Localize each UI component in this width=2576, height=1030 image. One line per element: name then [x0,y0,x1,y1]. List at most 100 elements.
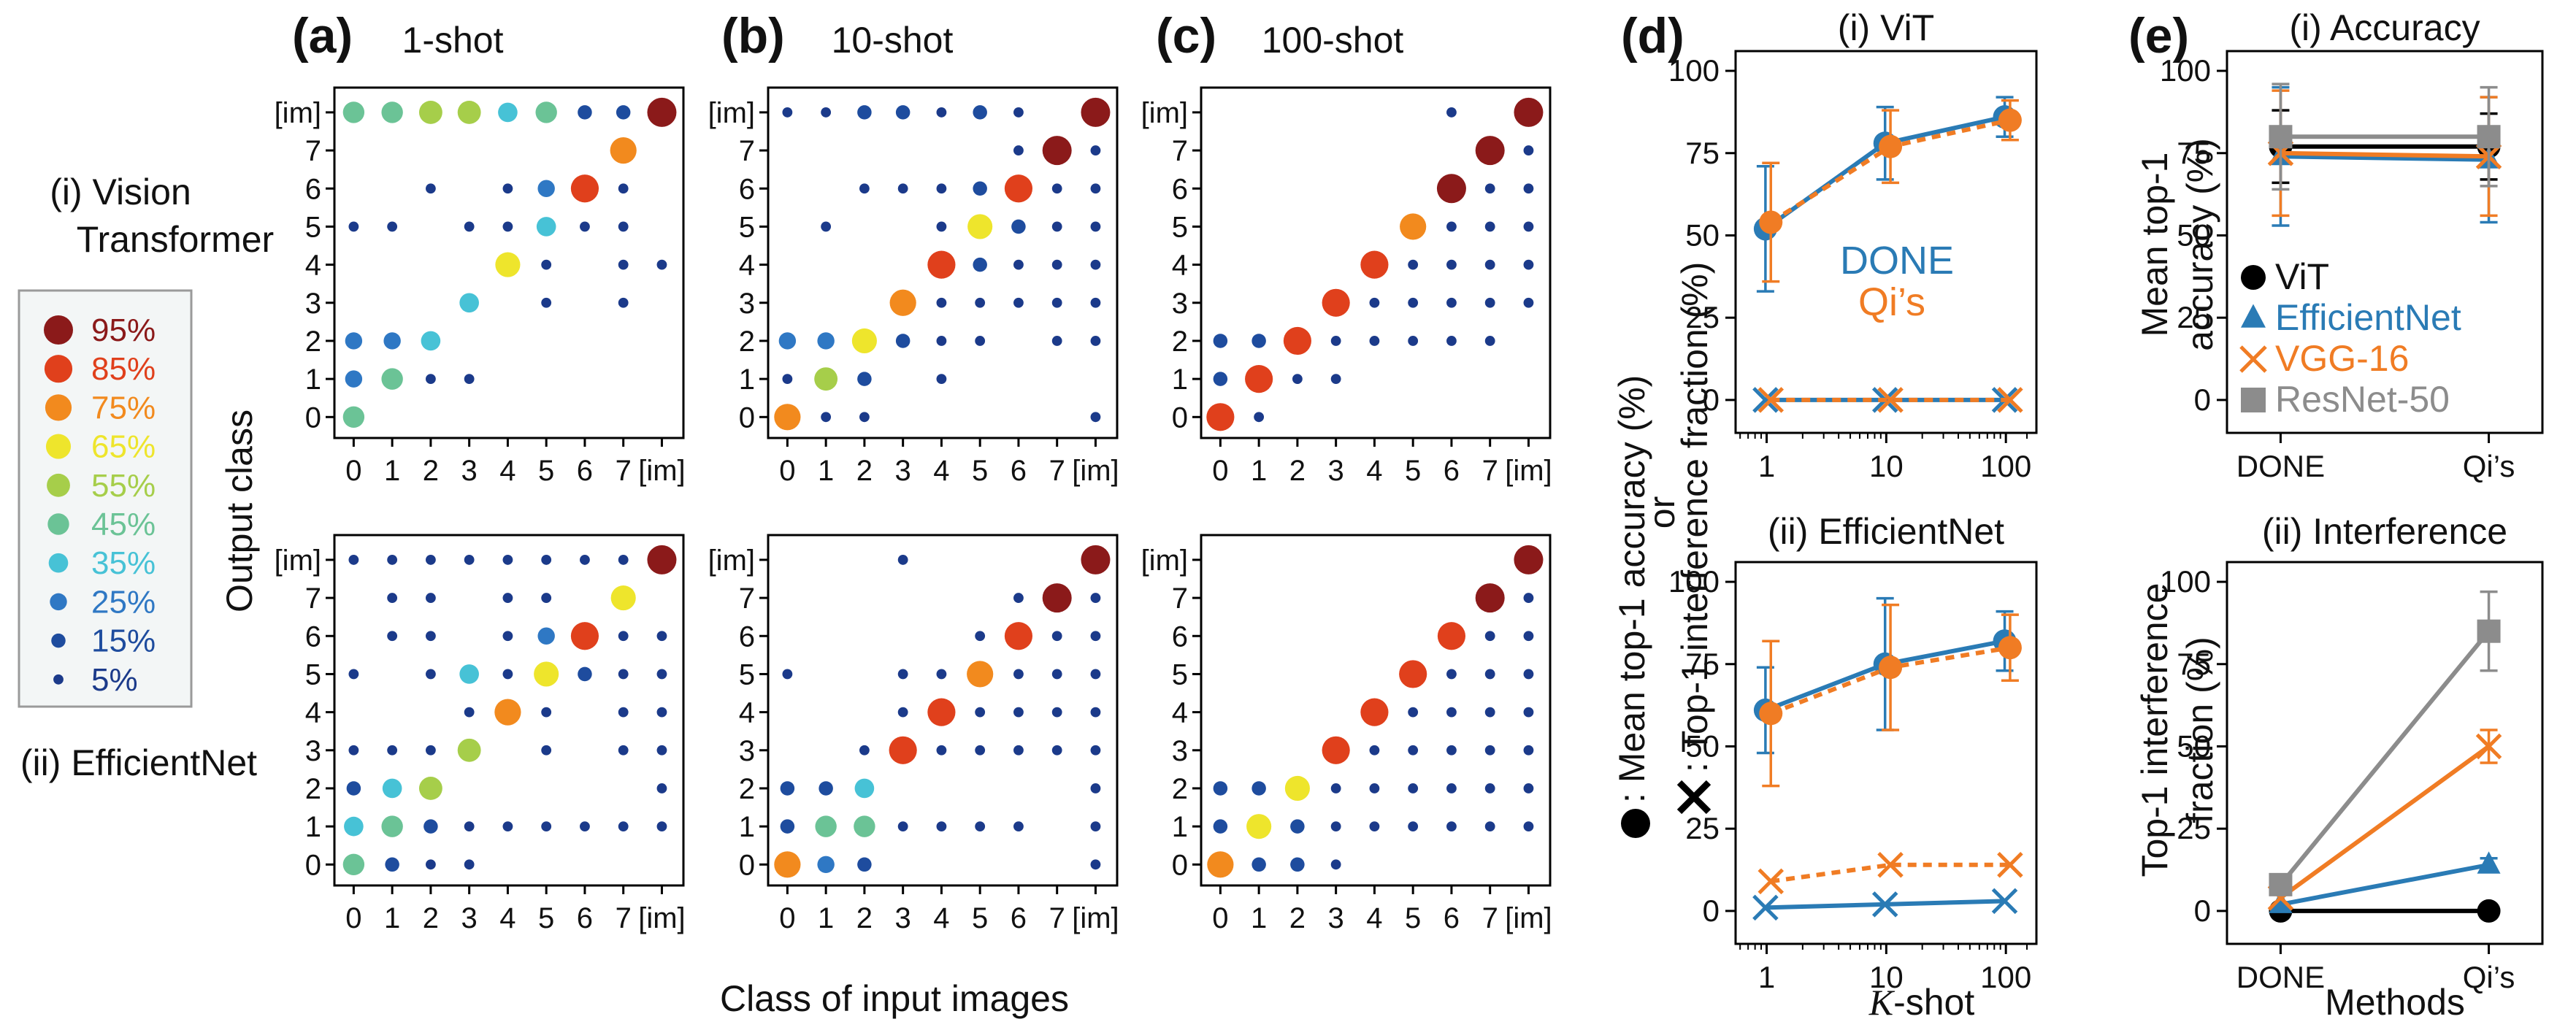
y-tick-label: 7 [305,135,321,167]
series-vit [2269,899,2501,923]
x-tick-label: 7 [616,455,632,487]
bubble-point [897,669,908,680]
bubble-point [817,856,835,874]
panel-c-label: (c) [1156,8,1216,64]
y-tick-label: 6 [1172,173,1188,205]
bubble-point [1484,669,1495,680]
bubble-point [889,289,916,316]
bubble-point [381,815,403,837]
x-tick-label: 3 [1328,902,1344,934]
d-xlabel-shot: -shot [1893,982,1974,1023]
series-efficientnet [2269,851,2501,913]
shared-y-label: Output class [219,410,260,612]
row-label-vit-line2: Transformer [77,219,274,260]
bubble-point [537,627,555,645]
bubble-point [780,819,795,834]
x-tick-label: 4 [933,902,949,934]
shared-x-label: Class of input images [720,978,1069,1019]
y-tick-label: 2 [739,773,755,805]
size-legend-dot [51,633,66,648]
y-tick-label: 1 [1172,811,1188,843]
bubble-point [1330,821,1341,832]
bubble-point [418,777,442,800]
bubble-point [578,666,592,682]
bubble-point [973,257,987,272]
bubble-point [570,174,599,203]
bubble-point [464,221,475,232]
x-tick-label: 2 [1289,902,1306,934]
bubble-point [1369,297,1380,308]
series-qi-s-accuracy [1759,99,2022,283]
bubble-point [1446,221,1457,232]
y-tick-label: 6 [305,620,321,653]
y-tick-label: 2 [305,773,321,805]
bubble-point [425,669,436,680]
bubble-point [578,105,592,120]
bubble-point [821,107,832,118]
bubble-point [348,669,359,680]
bubble-point [541,821,552,832]
bubble-point [387,555,398,565]
panel-c-title: 100-shot [1262,20,1404,61]
plot-frame [767,534,1119,887]
y-tick-label: 2 [1172,773,1188,805]
bubble-point [418,100,442,124]
bubble-point [967,661,994,688]
bubble-point [1523,669,1534,680]
series-line [2280,154,2489,162]
bubble-point [1523,707,1534,718]
bubble-point [851,328,877,354]
x-tick-label: 3 [895,902,911,934]
bubble-point [1484,707,1495,718]
bubble-point [936,669,947,680]
x-tick-label: 5 [972,902,988,934]
circle-marker [1759,210,1783,234]
y-tick-label: 5 [739,211,755,243]
bubble-point [1369,336,1380,346]
bubble-point [1090,336,1101,346]
x-tick-label: 3 [1328,455,1344,487]
panel-e-interference: (ii) Interference 0 25 50 75 100 DONE Qi’s [2160,511,2544,994]
bubble-point [381,101,403,123]
bubble-point [936,221,947,232]
y-tick-label: 75 [1685,647,1720,681]
bubble-point [1090,297,1101,308]
size-legend-dot [53,674,64,685]
y-tick-label: 0 [739,401,755,434]
y-tick-label: 25 [2177,300,2211,334]
y-tick-label: 3 [305,288,321,320]
bubble-point [1446,669,1457,680]
bubble-point [1484,821,1495,832]
bubble-point [1213,781,1228,796]
triangle-marker [2269,891,2293,913]
d-ylabel-interference: : Top-1 interference fraction (%) [1674,262,1715,772]
y-tick-label: 25 [1685,300,1720,334]
y-tick-label: [im] [708,97,755,129]
bubble-point [385,857,399,872]
bubble-point [897,555,908,565]
bubble-point [656,821,667,832]
x-tick-label: 100 [1980,960,2031,994]
bubble-point [459,293,479,313]
bubble-point [425,593,436,603]
panel-b-label: (b) [721,8,785,64]
x-marker [1997,387,2023,413]
bubble-point [1090,183,1101,194]
bubble-point [1523,145,1534,155]
bubble-point [936,821,947,832]
size-legend-label: 45% [91,507,156,542]
y-tick-label: 6 [305,173,321,205]
bubble-point [1484,745,1495,756]
bubble-point [345,332,363,350]
size-legend-dot [44,315,73,345]
d-ylabel-accuracy: : Mean top-1 accuracy (%) [1611,375,1652,803]
triangle-marker [2477,851,2501,874]
bubble-point [1051,259,1062,270]
bubble-point [656,707,667,718]
bubble-point [387,745,398,756]
panel-title: (i) Accuracy [2289,7,2480,48]
bubble-point [342,853,365,876]
x-tick-label: 6 [577,902,593,934]
y-tick-label: 100 [2160,53,2211,88]
